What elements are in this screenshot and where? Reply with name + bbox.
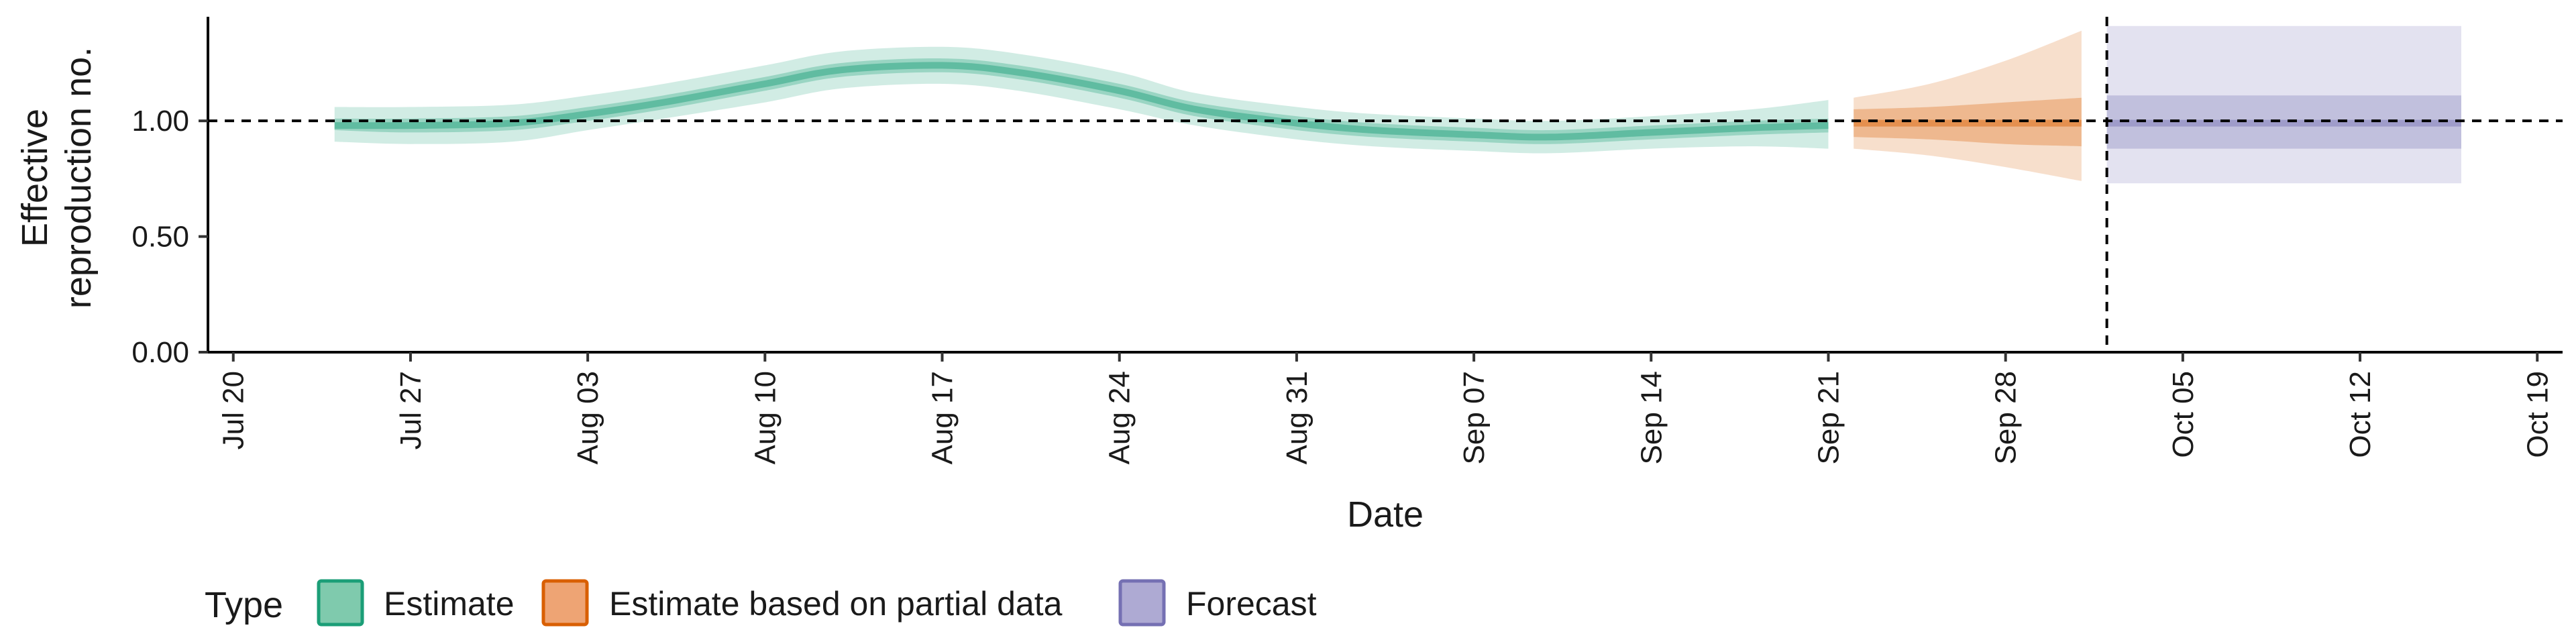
band-50-estimate-based-on-partial-data — [1854, 97, 2082, 147]
x-tick-label: Oct 12 — [2344, 371, 2377, 458]
median-line-estimate — [334, 62, 1829, 141]
x-tick-label: Jul 27 — [394, 371, 427, 449]
y-axis-title-line-1: Effective — [15, 109, 55, 247]
y-tick-label: 0.00 — [131, 336, 189, 369]
legend-swatch-partial — [541, 579, 589, 627]
x-tick-label: Jul 20 — [217, 371, 250, 449]
band-50-forecast — [2106, 95, 2461, 149]
legend-label-partial: Estimate based on partial data — [609, 585, 1063, 623]
band-90-estimate-based-on-partial-data — [1854, 30, 2082, 181]
x-tick-label: Aug 17 — [926, 371, 959, 464]
reference-lines-layer — [208, 17, 2563, 352]
x-tick-label: Aug 10 — [749, 371, 782, 464]
x-axis-title: Date — [1347, 494, 1424, 535]
legend-label-estimate: Estimate — [384, 585, 515, 623]
legend-swatch-estimate — [317, 579, 364, 627]
band-50-estimate — [334, 58, 1829, 144]
legend-label-forecast: Forecast — [1186, 585, 1317, 623]
median-lines-layer — [334, 62, 2461, 141]
x-tick-label: Sep 07 — [1458, 371, 1491, 464]
x-tick-label: Sep 21 — [1812, 371, 1845, 464]
x-tick-label: Oct 05 — [2167, 371, 2200, 458]
band-90-estimate — [334, 46, 1829, 154]
y-tick-label: 1.00 — [131, 105, 189, 138]
x-tick-label: Aug 31 — [1281, 371, 1313, 464]
band-90-forecast — [2106, 25, 2461, 184]
axes-layer: 0.00 0.50 1.00 Jul 20 Jul 27 Aug 03 Aug 10 Aug … — [131, 17, 2563, 464]
y-axis-title-line-2: reproduction no. — [58, 47, 99, 309]
legend-title: Type — [205, 585, 283, 625]
x-tick-label: Aug 03 — [572, 371, 604, 464]
legend-swatch-forecast — [1118, 579, 1166, 627]
x-tick-label: Aug 24 — [1104, 371, 1136, 464]
legend: Type Estimate Estimate based on partial … — [205, 579, 1317, 627]
bands-layer — [334, 25, 2461, 184]
x-tick-label: Sep 14 — [1635, 371, 1668, 464]
x-tick-label: Oct 19 — [2521, 371, 2554, 458]
x-tick-label: Sep 28 — [1990, 371, 2023, 464]
y-tick-label: 0.50 — [131, 221, 189, 254]
